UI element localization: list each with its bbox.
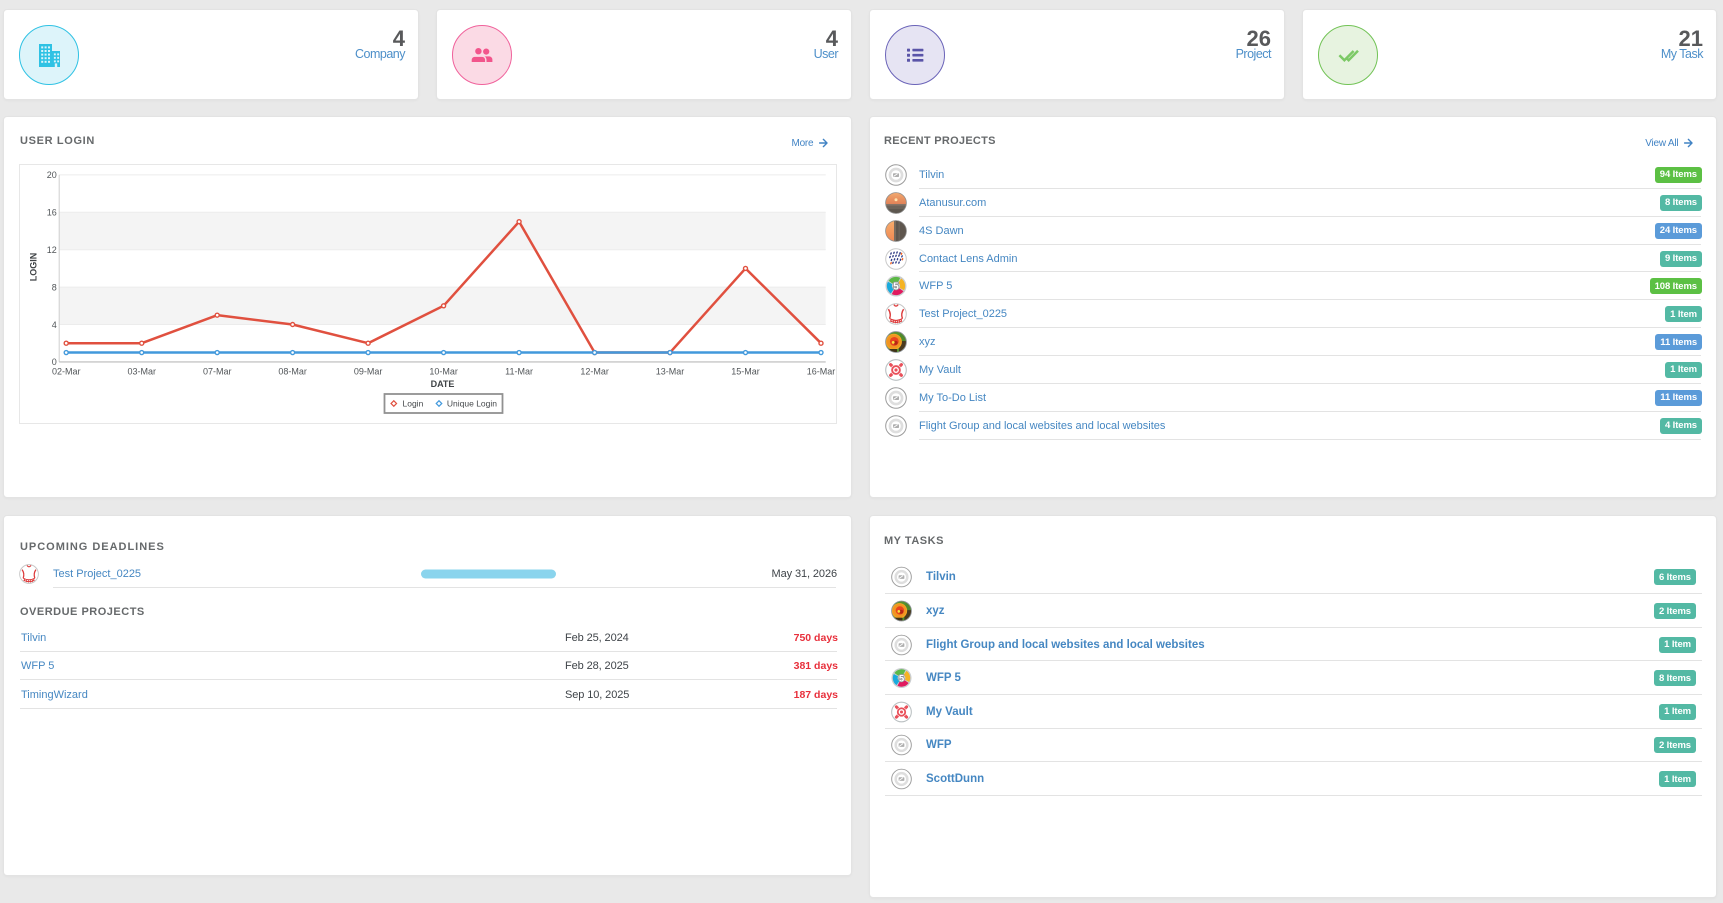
svg-text:Login: Login [403, 398, 424, 408]
svg-text:16: 16 [47, 208, 57, 218]
svg-text:13-Mar: 13-Mar [656, 367, 685, 377]
svg-text:DATE: DATE [431, 379, 455, 389]
svg-text:4: 4 [52, 320, 57, 330]
svg-text:07-Mar: 07-Mar [203, 367, 232, 377]
svg-text:LOGIN: LOGIN [29, 253, 39, 282]
svg-text:15-Mar: 15-Mar [731, 367, 760, 377]
svg-text:03-Mar: 03-Mar [127, 367, 156, 377]
svg-text:10-Mar: 10-Mar [429, 367, 458, 377]
svg-text:Unique Login: Unique Login [447, 398, 497, 408]
svg-text:12: 12 [47, 245, 57, 255]
svg-text:08-Mar: 08-Mar [278, 367, 307, 377]
svg-text:12-Mar: 12-Mar [580, 367, 609, 377]
svg-text:8: 8 [52, 282, 57, 292]
svg-text:0: 0 [52, 357, 57, 367]
svg-text:20: 20 [47, 170, 57, 180]
svg-text:09-Mar: 09-Mar [354, 367, 383, 377]
svg-text:11-Mar: 11-Mar [505, 367, 533, 377]
svg-text:16-Mar: 16-Mar [807, 367, 836, 377]
svg-text:5: 5 [899, 674, 905, 685]
svg-text:5: 5 [893, 282, 899, 293]
svg-text:02-Mar: 02-Mar [52, 367, 81, 377]
